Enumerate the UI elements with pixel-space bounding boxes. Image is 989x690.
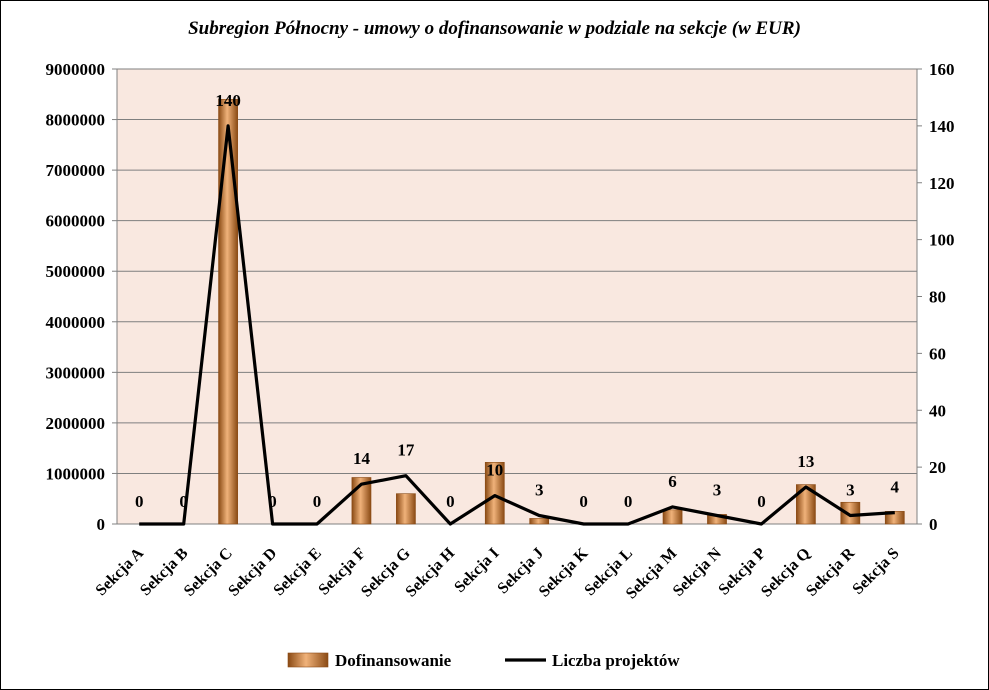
- data-label: 3: [713, 480, 722, 499]
- legend-bar-label: Dofinansowanie: [335, 651, 452, 670]
- bar: [484, 462, 505, 525]
- x-category-label: Sekcja A: [93, 544, 148, 599]
- bar: [840, 501, 861, 525]
- x-category-label: Sekcja S: [849, 545, 902, 598]
- data-label: 140: [215, 91, 241, 110]
- legend-line-label: Liczba projektów: [552, 651, 680, 670]
- data-label: 0: [135, 492, 144, 511]
- data-label: 0: [446, 492, 455, 511]
- data-label: 3: [846, 480, 855, 499]
- y-left-tick-label: 7000000: [46, 161, 106, 180]
- y-right-tick-label: 60: [929, 344, 946, 363]
- data-label: 0: [179, 492, 188, 511]
- data-label: 0: [579, 492, 588, 511]
- data-label: 14: [353, 449, 371, 468]
- line-series: [139, 124, 895, 526]
- y-left-tick-label: 0: [97, 515, 106, 534]
- y-left-tick-label: 4000000: [46, 313, 106, 332]
- y-right-tick-label: 140: [929, 117, 955, 136]
- x-category-label: Sekcja E: [270, 545, 324, 599]
- y-left-tick-label: 5000000: [46, 262, 106, 281]
- data-label: 0: [268, 492, 277, 511]
- y-right-tick-label: 100: [929, 231, 955, 250]
- y-left-tick-label: 3000000: [46, 363, 106, 382]
- data-label: 0: [757, 492, 766, 511]
- data-label: 3: [535, 480, 544, 499]
- chart-title: Subregion Północny - umowy o dofinansowa…: [188, 18, 801, 39]
- data-label: 0: [313, 492, 322, 511]
- x-category-label: Sekcja Q: [758, 545, 814, 601]
- y-right-tick-label: 120: [929, 174, 955, 193]
- y-right-tick-label: 160: [929, 60, 955, 79]
- y-right-tick-label: 20: [929, 458, 946, 477]
- data-label: 4: [891, 478, 900, 497]
- x-category-label: Sekcja D: [225, 545, 280, 600]
- bar: [884, 511, 905, 525]
- y-axis-left-ticks: 0 1000000 2000000 3000000 4000000 5000000 6000…: [46, 60, 117, 534]
- y-left-tick-label: 8000000: [46, 111, 106, 130]
- data-label: 17: [397, 441, 415, 460]
- x-category-label: Sekcja H: [402, 544, 458, 600]
- y-left-tick-label: 6000000: [46, 212, 106, 231]
- bar: [796, 484, 816, 525]
- x-category-label: Sekcja N: [670, 544, 725, 599]
- y-axis-right-ticks: 0 20 40 60 80 100 120 140 160: [917, 60, 955, 534]
- y-right-tick-label: 40: [929, 401, 946, 420]
- bar-series: [218, 99, 905, 525]
- legend: Dofinansowanie Liczba projektów: [287, 651, 680, 670]
- y-right-tick-label: 0: [929, 515, 938, 534]
- legend-bar-swatch: [287, 652, 329, 668]
- gridlines: [117, 68, 917, 525]
- bar: [218, 99, 238, 525]
- bar: [396, 493, 416, 525]
- bar: [529, 518, 550, 525]
- x-category-label: Sekcja K: [536, 544, 592, 600]
- plot-area: [117, 69, 917, 524]
- data-labels: 0 0 140 0 0 14 17 0 10 3 0 0 6 3 0 13 3 4: [135, 91, 900, 511]
- x-category-label: Sekcja R: [803, 544, 858, 599]
- y-left-tick-label: 9000000: [46, 60, 106, 79]
- data-label: 0: [624, 492, 633, 511]
- data-label: 10: [486, 461, 503, 480]
- y-right-tick-label: 80: [929, 288, 946, 307]
- y-left-tick-label: 1000000: [46, 464, 106, 483]
- line-path: [139, 124, 895, 526]
- data-label: 13: [797, 452, 814, 471]
- x-category-label: Sekcja I: [451, 545, 502, 596]
- y-left-tick-label: 2000000: [46, 414, 106, 433]
- bar: [662, 509, 683, 525]
- data-label: 6: [668, 472, 677, 491]
